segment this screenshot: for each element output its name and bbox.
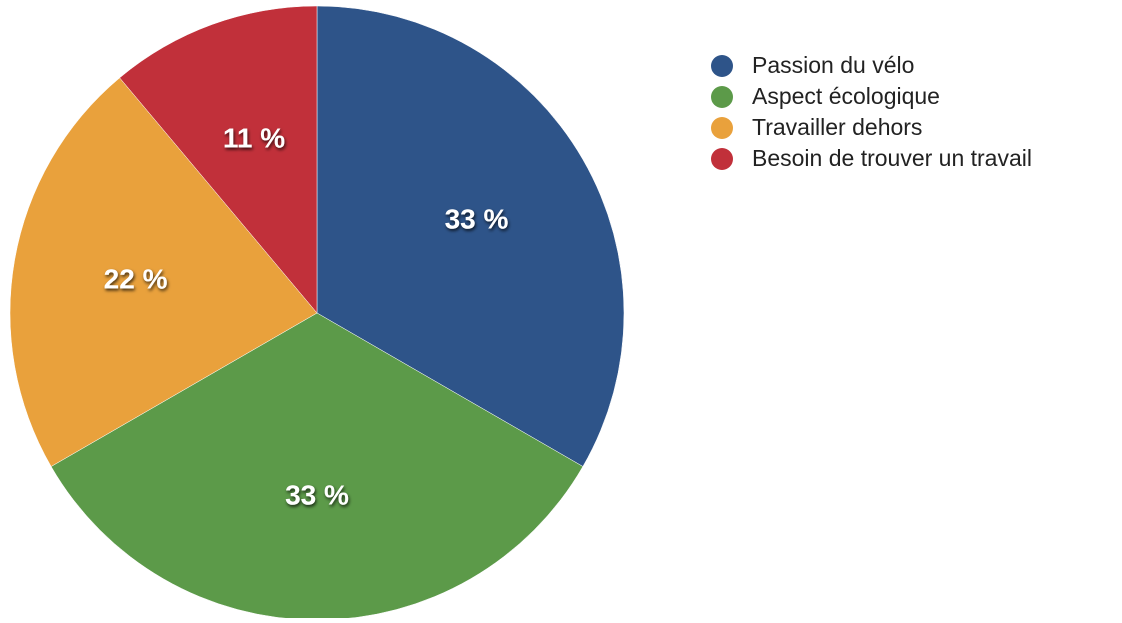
legend-label-travailler-dehors: Travailler dehors <box>752 114 922 140</box>
slice-value-label-besoin-de-trouver-un-travail: 11 % <box>223 122 285 153</box>
pie-slice-travailler-dehors <box>9 77 318 467</box>
pie-slice-labels: 33 % 33 % 22 % 11 % <box>104 122 509 510</box>
slice-value-label-passion-du-velo: 33 % <box>445 203 509 234</box>
pie-slice-passion-du-velo <box>316 5 625 467</box>
legend: Passion du vélo Aspect écologique Travaill… <box>711 52 1032 171</box>
pie-slice-besoin-de-trouver-un-travail <box>119 5 318 314</box>
legend-item-aspect-ecologique: Aspect écologique <box>711 83 940 109</box>
pie-slices <box>9 5 625 621</box>
legend-swatch-passion-du-velo <box>711 55 733 77</box>
legend-item-besoin-de-trouver-un-travail: Besoin de trouver un travail <box>711 145 1032 171</box>
legend-label-passion-du-velo: Passion du vélo <box>752 52 914 78</box>
legend-swatch-besoin-de-trouver-un-travail <box>711 148 733 170</box>
legend-item-travailler-dehors: Travailler dehors <box>711 114 922 140</box>
legend-item-passion-du-velo: Passion du vélo <box>711 52 914 78</box>
legend-swatch-aspect-ecologique <box>711 86 733 108</box>
legend-label-besoin-de-trouver-un-travail: Besoin de trouver un travail <box>752 145 1032 171</box>
legend-label-aspect-ecologique: Aspect écologique <box>752 83 940 109</box>
slice-value-label-aspect-ecologique: 33 % <box>285 480 349 511</box>
legend-swatch-travailler-dehors <box>711 117 733 139</box>
slice-value-label-travailler-dehors: 22 % <box>104 263 168 294</box>
